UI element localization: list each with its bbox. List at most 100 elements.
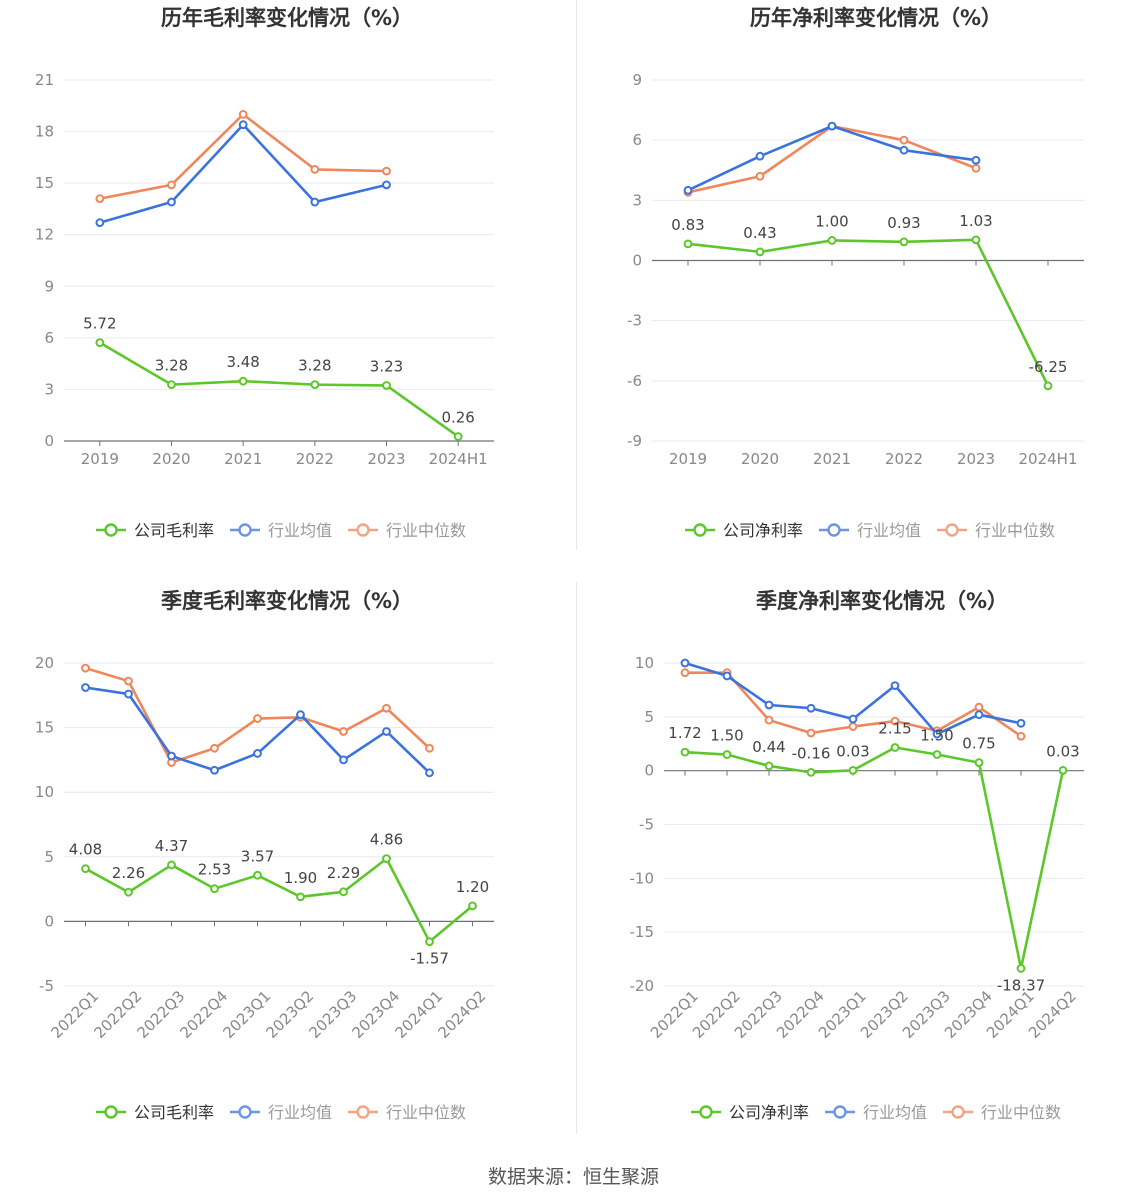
legend-item: 公司净利率 (685, 521, 803, 540)
legend-label: 行业中位数 (386, 1103, 466, 1122)
legend-marker (238, 1105, 252, 1119)
data-point-industry_avg (124, 689, 133, 699)
data-point-industry_median (310, 164, 320, 174)
data-label: 2.15 (878, 720, 911, 738)
chart-annual-gross: 历年毛利率变化情况（%） 0 3 6 9 12 15 18 21 2019 2020 2021 2022… (35, 6, 494, 540)
data-label: 0.44 (752, 738, 785, 756)
data-point-industry_avg (899, 145, 909, 155)
series-line-industry_avg (85, 686, 431, 774)
data-point-company (1016, 964, 1026, 973)
data-label: 1.72 (668, 724, 701, 742)
x-tick-label: 2020 (152, 450, 190, 468)
y-tick-label: 9 (632, 71, 642, 89)
data-point-company (95, 338, 105, 348)
data-point-company (167, 860, 176, 870)
legend-item: 行业中位数 (348, 1103, 466, 1122)
data-point-industry_avg (827, 121, 837, 131)
data-point-industry_avg (425, 768, 434, 778)
panel-divider-bottom (576, 582, 577, 1134)
y-tick-label: 15 (35, 719, 54, 737)
series-line-company (687, 238, 1050, 387)
legend-marker (356, 1105, 370, 1119)
data-point-industry_avg (253, 749, 262, 758)
data-point-company (890, 743, 900, 752)
data-label: -6.25 (1029, 358, 1068, 376)
data-point-company (722, 750, 732, 759)
legend-label: 行业均值 (857, 521, 921, 540)
data-point-industry_median (890, 716, 900, 726)
y-tick-label: 15 (35, 174, 54, 192)
data-point-industry_median (124, 676, 133, 686)
legend-marker (833, 1105, 847, 1119)
x-tick-label: 2023 (957, 450, 995, 468)
y-tick-label: -9 (627, 432, 642, 450)
data-point-industry_avg (683, 185, 693, 195)
data-point-industry_avg (680, 658, 690, 668)
x-tick-label: 2023 (367, 450, 405, 468)
legend-item: 公司净利率 (691, 1103, 809, 1122)
data-point-industry_median (95, 194, 105, 204)
data-point-company (899, 237, 909, 247)
data-point-company (755, 247, 765, 257)
data-label: 0.43 (743, 224, 776, 242)
data-point-industry_median (755, 171, 765, 181)
legend-marker (104, 523, 118, 537)
legend-item: 行业均值 (819, 521, 921, 540)
data-point-company (468, 901, 477, 911)
data-point-company (764, 761, 774, 771)
y-tick-label: 12 (35, 226, 54, 244)
series-line-company (684, 746, 1065, 970)
y-tick-label: -15 (630, 923, 655, 941)
y-tick-label: 0 (632, 252, 642, 270)
chart-title: 季度净利率变化情况（%） (756, 589, 1008, 613)
data-point-company (238, 376, 248, 386)
chart-annual-net: 历年净利率变化情况（%） -9 -6 -3 0 3 6 9 2019 2020 2021 2022 20… (627, 6, 1084, 540)
data-label: 4.37 (155, 837, 188, 855)
series-line-company (84, 857, 474, 943)
legend-label: 行业均值 (863, 1103, 927, 1122)
data-point-company (382, 381, 391, 390)
x-tick-label: 2021 (224, 450, 262, 468)
data-point-industry_avg (95, 218, 105, 228)
data-label: 1.03 (959, 212, 992, 230)
y-tick-label: 0 (44, 432, 54, 450)
data-point-company (848, 765, 858, 775)
data-point-company (1043, 381, 1053, 391)
legend-item: 行业均值 (825, 1103, 927, 1122)
x-tick-label: 2024H1 (1019, 450, 1078, 468)
data-point-industry_median (1016, 731, 1026, 741)
data-point-company (1058, 765, 1068, 775)
legend-label: 公司毛利率 (134, 521, 214, 540)
legend-marker (699, 1105, 713, 1119)
data-point-industry_avg (296, 710, 305, 720)
data-point-company (425, 937, 434, 947)
x-tick-label: 2024Q2 (435, 987, 490, 1042)
chart-panel-quarterly-net: 季度净利率变化情况（%） -20 -15 -10 -5 0 5 10 2022Q1 2022Q2 2… (577, 582, 1147, 1164)
data-point-industry_avg (238, 120, 248, 130)
y-tick-label: 3 (632, 191, 642, 209)
series-line-industry_median (687, 124, 977, 194)
data-point-industry_avg (848, 714, 858, 724)
legend-item: 行业中位数 (937, 521, 1055, 540)
legend-item: 公司毛利率 (96, 521, 214, 540)
legend-marker (945, 523, 959, 537)
legend-label: 行业均值 (268, 521, 332, 540)
y-tick-label: 6 (632, 131, 642, 149)
data-point-company (310, 380, 320, 390)
data-point-company (971, 235, 981, 245)
y-tick-label: -3 (627, 312, 642, 330)
data-point-company (167, 380, 176, 390)
data-label: 0.03 (836, 742, 869, 760)
legend-marker (356, 523, 370, 537)
legend-item: 行业中位数 (943, 1103, 1061, 1122)
data-point-industry_median (253, 714, 262, 723)
data-point-industry_avg (755, 151, 765, 161)
data-point-company (339, 887, 348, 897)
data-point-company (974, 758, 984, 767)
legend-label: 行业均值 (268, 1103, 332, 1122)
series-line-company (99, 341, 459, 438)
legend-item: 行业均值 (230, 1103, 332, 1122)
data-label: 1.00 (815, 212, 848, 230)
y-tick-label: 10 (35, 783, 54, 801)
chart-quarterly-net: 季度净利率变化情况（%）-20-15-10-505102022Q12022Q22… (630, 589, 1084, 1122)
